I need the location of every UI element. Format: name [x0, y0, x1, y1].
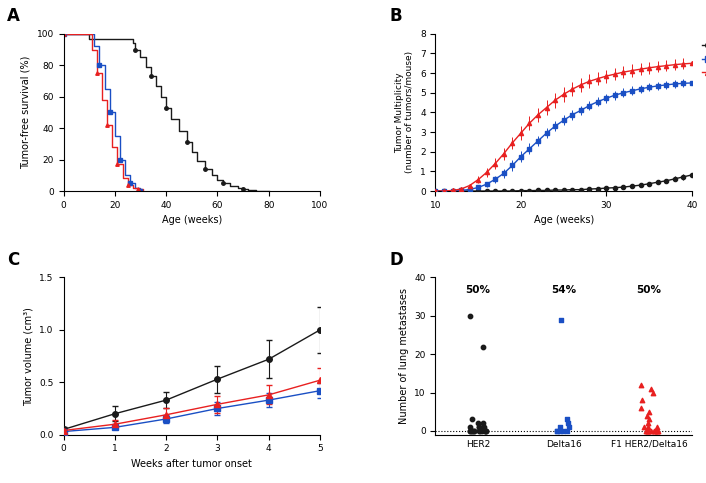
Point: [646, 385, 657, 393]
Point: [465, 427, 476, 435]
Y-axis label: Tumor Multiplicity
(number of tumors/mouse): Tumor Multiplicity (number of tumors/mou…: [395, 51, 414, 173]
Point: [479, 423, 490, 431]
Point: [477, 427, 488, 435]
Point: [652, 427, 663, 435]
Point: [555, 427, 566, 435]
Point: [642, 427, 654, 435]
Point: [561, 415, 573, 423]
Point: [635, 381, 647, 389]
Point: [561, 427, 573, 435]
Point: [643, 415, 654, 423]
Point: [551, 427, 563, 435]
Text: 50%: 50%: [637, 285, 662, 295]
Text: C: C: [7, 251, 19, 269]
Point: [474, 423, 485, 431]
Point: [636, 397, 647, 404]
Point: [638, 423, 650, 431]
Point: [467, 415, 478, 423]
Point: [477, 342, 489, 350]
Text: D: D: [389, 251, 403, 269]
Point: [640, 427, 652, 435]
Point: [645, 427, 657, 435]
Point: [465, 312, 476, 320]
Text: 54%: 54%: [551, 285, 576, 295]
Point: [563, 423, 575, 431]
Point: [643, 408, 654, 415]
Y-axis label: Tumor-free survival (%): Tumor-free survival (%): [21, 56, 31, 169]
Point: [651, 427, 662, 435]
Legend: HER2, Delta16, F1 HER2/Delta16: HER2, Delta16, F1 HER2/Delta16: [699, 38, 706, 80]
Y-axis label: Number of lung metastases: Number of lung metastases: [399, 288, 409, 424]
Point: [558, 427, 569, 435]
Point: [469, 427, 480, 435]
Point: [479, 427, 491, 435]
Point: [473, 423, 484, 431]
X-axis label: Weeks after tumor onset: Weeks after tumor onset: [131, 459, 252, 469]
Point: [555, 316, 566, 324]
Point: [642, 419, 654, 427]
Point: [642, 427, 653, 435]
Point: [642, 427, 653, 435]
Point: [642, 423, 654, 431]
Point: [479, 427, 491, 435]
Text: 50%: 50%: [466, 285, 491, 295]
Point: [552, 427, 563, 435]
Point: [652, 423, 663, 431]
Point: [641, 412, 652, 419]
Point: [472, 419, 484, 427]
Point: [466, 427, 477, 435]
Point: [465, 427, 476, 435]
Point: [464, 423, 475, 431]
Point: [635, 404, 647, 412]
Point: [480, 427, 491, 435]
Point: [562, 419, 573, 427]
Text: A: A: [7, 7, 20, 25]
Point: [649, 427, 660, 435]
Text: B: B: [389, 7, 402, 25]
Point: [652, 427, 663, 435]
Point: [473, 427, 484, 435]
Point: [474, 427, 486, 435]
Point: [480, 427, 491, 435]
Point: [647, 389, 659, 397]
X-axis label: Age (weeks): Age (weeks): [162, 215, 222, 225]
Point: [469, 427, 480, 435]
X-axis label: Age (weeks): Age (weeks): [534, 215, 594, 225]
Point: [554, 423, 566, 431]
Point: [648, 427, 659, 435]
Point: [467, 427, 478, 435]
Y-axis label: Tumor volume (cm³): Tumor volume (cm³): [24, 307, 34, 406]
Point: [477, 419, 489, 427]
